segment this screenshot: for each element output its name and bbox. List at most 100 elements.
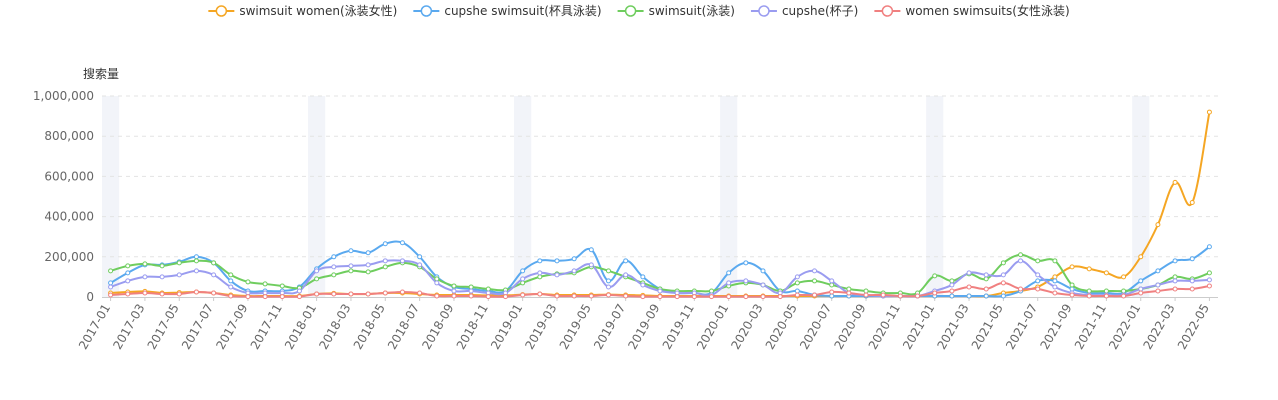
data-point [794, 280, 800, 286]
data-point [365, 250, 371, 256]
data-point [1069, 286, 1075, 292]
data-point [709, 294, 715, 300]
x-tick-label: 2020-09 [831, 302, 868, 352]
data-point [348, 268, 354, 274]
data-point [554, 272, 560, 278]
legend-label: women swimsuits(女性泳装) [905, 3, 1069, 18]
data-point [1035, 278, 1041, 284]
data-point [1155, 282, 1161, 288]
data-point [1155, 288, 1161, 294]
x-tick-label: 2017-09 [213, 302, 250, 352]
data-point [691, 294, 697, 300]
data-point [743, 294, 749, 300]
data-point [1172, 179, 1178, 185]
data-point [296, 288, 302, 294]
data-point [417, 262, 423, 268]
data-point [794, 288, 800, 294]
x-tick-label: 2021-09 [1037, 302, 1074, 352]
data-point [348, 263, 354, 269]
data-point [108, 268, 114, 274]
data-point [537, 258, 543, 264]
data-point [348, 248, 354, 254]
x-tick-label: 2020-05 [763, 302, 800, 352]
x-tick-label: 2018-03 [316, 302, 353, 352]
legend-label: cupshe swimsuit(杯具泳装) [444, 4, 601, 18]
data-point [1103, 270, 1109, 276]
data-point [537, 274, 543, 280]
data-point [949, 278, 955, 284]
data-point [1121, 274, 1127, 280]
data-point [726, 294, 732, 300]
data-point [983, 286, 989, 292]
data-point [880, 292, 886, 298]
data-point [812, 268, 818, 274]
data-point [125, 263, 131, 269]
x-axis: 2017-012017-032017-052017-072017-092017-… [76, 297, 1218, 352]
data-point [1189, 286, 1195, 292]
x-tick-label: 2017-05 [145, 302, 182, 352]
data-point [846, 286, 852, 292]
y-tick-label: 1,000,000 [33, 89, 94, 103]
data-point [1018, 286, 1024, 292]
y-tick-label: 0 [86, 290, 94, 304]
x-tick-label: 2018-05 [351, 302, 388, 352]
x-tick-label: 2021-05 [969, 302, 1006, 352]
legend-item-0: swimsuit women(泳装女性) [208, 3, 397, 18]
data-point [829, 282, 835, 288]
data-point [1121, 293, 1127, 299]
legend-circle-icon [624, 5, 637, 17]
x-tick-label: 2017-11 [248, 302, 285, 352]
data-point [794, 274, 800, 280]
data-point [382, 258, 388, 264]
data-point [588, 247, 594, 253]
x-tick-label: 2021-01 [900, 302, 937, 352]
data-point [1069, 282, 1075, 288]
x-tick-label: 2019-03 [522, 302, 559, 352]
x-tick-label: 2018-09 [419, 302, 456, 352]
data-point [1086, 266, 1092, 272]
data-point [451, 293, 457, 299]
data-point [485, 286, 491, 292]
data-point [1172, 274, 1178, 280]
data-point [1035, 272, 1041, 278]
data-point [193, 268, 199, 274]
legend-circle-icon [881, 5, 894, 17]
data-point [1206, 283, 1212, 289]
data-point [331, 254, 337, 260]
data-point [588, 293, 594, 299]
y-axis-label: 搜索量 [83, 66, 119, 81]
data-point [142, 274, 148, 280]
legend-circle-icon [215, 5, 228, 17]
data-point [915, 293, 921, 299]
x-tick-label: 2018-01 [282, 302, 319, 352]
data-point [382, 264, 388, 270]
alternating-year-bands [102, 96, 1150, 297]
data-point [537, 270, 543, 276]
data-point [983, 272, 989, 278]
data-point [159, 291, 165, 297]
data-point [108, 284, 114, 290]
x-tick-label: 2018-07 [385, 302, 422, 352]
y-axis: 0 200,000 400,000 600,000 800,000 1,000,000 [33, 89, 94, 304]
data-point [262, 281, 268, 287]
data-point [382, 290, 388, 296]
data-point [125, 278, 131, 284]
data-point [588, 262, 594, 268]
data-point [605, 268, 611, 274]
data-point [623, 293, 629, 299]
x-tick-label: 2020-01 [694, 302, 731, 352]
data-point [245, 279, 251, 285]
legend-item-1: cupshe swimsuit(杯具泳装) [413, 4, 602, 18]
data-point [365, 291, 371, 297]
data-point [1052, 278, 1058, 284]
data-point [468, 293, 474, 299]
data-point [571, 268, 577, 274]
data-point [1155, 268, 1161, 274]
data-point [932, 290, 938, 296]
data-point [434, 280, 440, 286]
data-point [709, 288, 715, 294]
data-point [193, 254, 199, 260]
data-point [949, 282, 955, 288]
data-point [1052, 258, 1058, 264]
